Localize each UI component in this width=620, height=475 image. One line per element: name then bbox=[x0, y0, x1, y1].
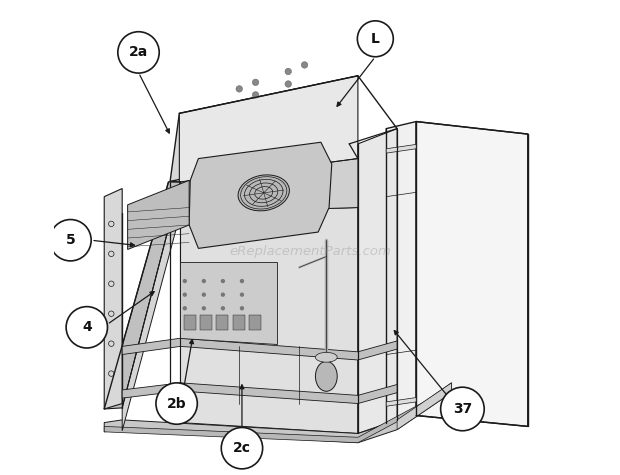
Circle shape bbox=[156, 383, 197, 424]
Polygon shape bbox=[358, 129, 397, 434]
Polygon shape bbox=[416, 122, 528, 427]
Circle shape bbox=[202, 293, 206, 297]
Circle shape bbox=[50, 219, 91, 261]
Text: eReplacementParts.com: eReplacementParts.com bbox=[229, 245, 391, 258]
Polygon shape bbox=[180, 262, 277, 343]
Ellipse shape bbox=[316, 361, 337, 391]
Circle shape bbox=[183, 306, 187, 311]
Polygon shape bbox=[104, 383, 451, 443]
Polygon shape bbox=[104, 182, 180, 409]
Polygon shape bbox=[104, 387, 451, 443]
Circle shape bbox=[285, 81, 291, 87]
Polygon shape bbox=[128, 180, 189, 249]
Polygon shape bbox=[180, 208, 358, 434]
Circle shape bbox=[240, 306, 244, 311]
Text: 2b: 2b bbox=[167, 397, 187, 410]
Polygon shape bbox=[170, 76, 358, 181]
Circle shape bbox=[183, 279, 187, 283]
Circle shape bbox=[221, 306, 225, 311]
Polygon shape bbox=[386, 122, 416, 423]
Circle shape bbox=[202, 279, 206, 283]
Circle shape bbox=[252, 92, 259, 98]
Circle shape bbox=[221, 293, 225, 297]
Bar bbox=[232, 315, 245, 330]
Circle shape bbox=[252, 79, 259, 86]
Circle shape bbox=[285, 68, 291, 75]
Text: 2c: 2c bbox=[233, 441, 251, 455]
Circle shape bbox=[221, 428, 263, 469]
Circle shape bbox=[441, 387, 484, 431]
Circle shape bbox=[221, 279, 225, 283]
Bar bbox=[216, 315, 228, 330]
Polygon shape bbox=[180, 159, 358, 213]
Circle shape bbox=[202, 306, 206, 311]
Polygon shape bbox=[179, 76, 358, 195]
Circle shape bbox=[240, 293, 244, 297]
Ellipse shape bbox=[316, 352, 337, 362]
Bar bbox=[200, 315, 212, 330]
Polygon shape bbox=[122, 338, 397, 360]
Text: 2a: 2a bbox=[129, 46, 148, 59]
Ellipse shape bbox=[238, 175, 290, 211]
Circle shape bbox=[240, 279, 244, 283]
Text: 5: 5 bbox=[66, 233, 76, 247]
Polygon shape bbox=[386, 398, 416, 406]
Polygon shape bbox=[397, 383, 451, 430]
Polygon shape bbox=[189, 142, 332, 248]
Polygon shape bbox=[386, 144, 416, 153]
Bar bbox=[249, 315, 261, 330]
Text: L: L bbox=[371, 32, 380, 46]
Circle shape bbox=[236, 86, 242, 92]
Polygon shape bbox=[104, 189, 122, 409]
Polygon shape bbox=[122, 383, 397, 404]
Polygon shape bbox=[122, 182, 180, 431]
Circle shape bbox=[357, 21, 393, 57]
Circle shape bbox=[301, 62, 308, 68]
Text: 37: 37 bbox=[453, 402, 472, 416]
Circle shape bbox=[183, 293, 187, 297]
Circle shape bbox=[118, 32, 159, 73]
Circle shape bbox=[66, 307, 107, 348]
Bar bbox=[184, 315, 196, 330]
Text: 4: 4 bbox=[82, 320, 92, 334]
